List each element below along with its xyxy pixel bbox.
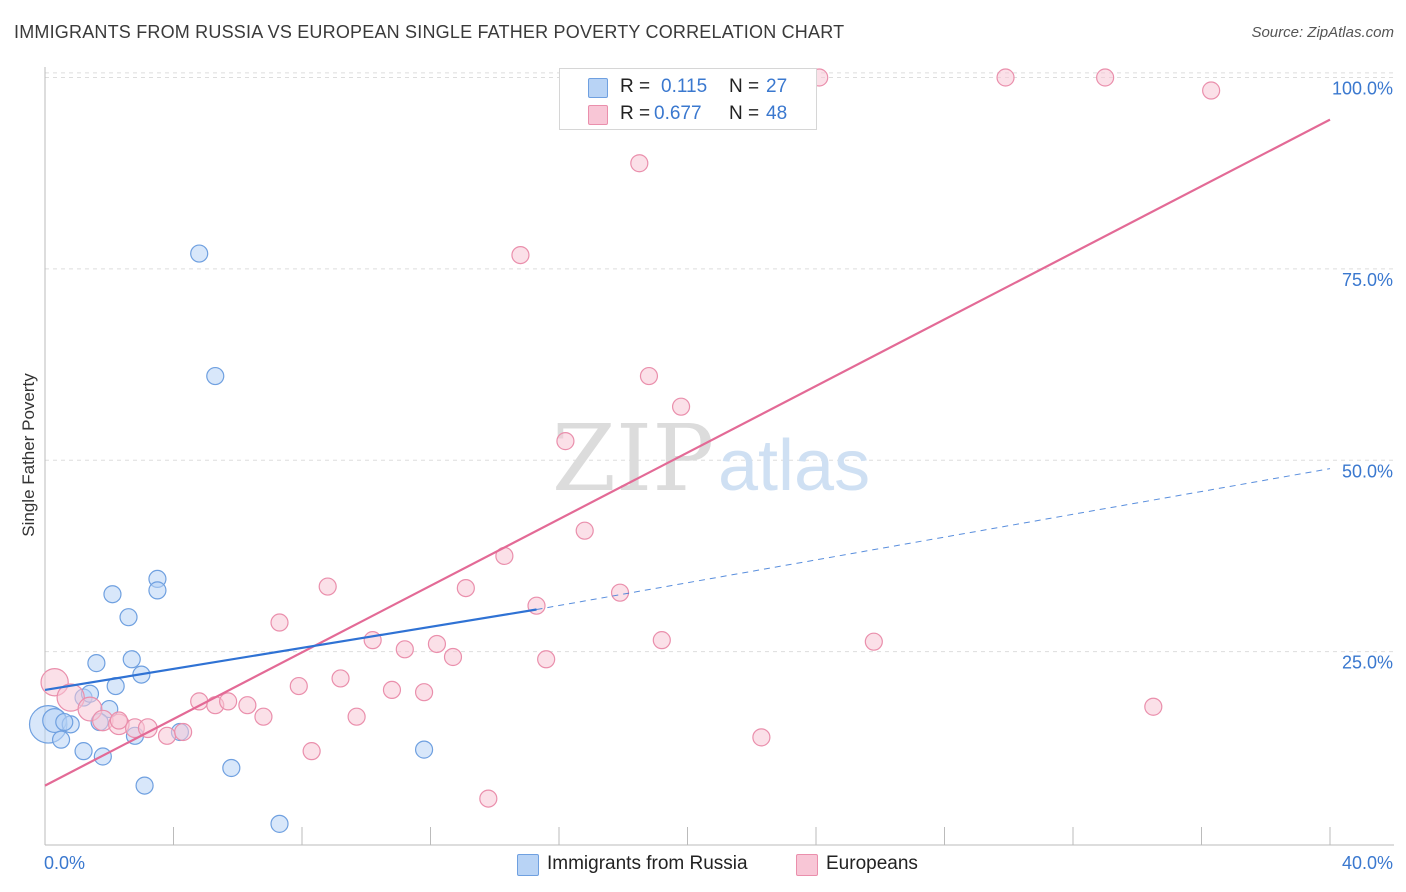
europeans-point [575, 521, 594, 540]
russia-point [135, 776, 154, 795]
russia-point [87, 654, 106, 673]
x-tick-label-min: 0.0% [44, 853, 85, 873]
legend-label-europeans: Europeans [826, 853, 918, 874]
trend-lines [44, 118, 1331, 787]
correlation-stats-box: R = 0.115 N = 27 R = 0.677 N = 48 [559, 68, 817, 130]
europeans-point [254, 707, 273, 726]
chart-legend: Immigrants from Russia Europeans [0, 852, 1406, 878]
russia-point [414, 740, 434, 759]
europeans-point [752, 728, 771, 747]
r-value-russia: 0.115 [661, 76, 708, 97]
europeans-point [443, 647, 463, 667]
europeans-point [479, 789, 498, 808]
r-label: R = [620, 103, 651, 124]
europeans-point [270, 613, 289, 632]
europeans-point [289, 676, 308, 696]
watermark-atlas: atlas [718, 426, 870, 506]
legend-swatch-blue [517, 854, 539, 876]
series-immigrants-from-russia [28, 244, 434, 833]
europeans-point [1144, 697, 1163, 716]
gridlines [45, 72, 1394, 653]
russia-point [103, 585, 122, 604]
russia-point [51, 730, 71, 749]
europeans-point [671, 397, 691, 416]
europeans-point [347, 707, 366, 726]
stats-row-europeans: R = 0.677 N = 48 [560, 101, 816, 127]
russia-point [119, 608, 138, 627]
europeans-point [318, 577, 337, 596]
europeans-point [1202, 81, 1221, 100]
europeans-point [109, 711, 128, 730]
y-axis-label: Single Father Poverty [19, 373, 38, 537]
legend-label-russia: Immigrants from Russia [547, 853, 748, 874]
europeans-trend-line [44, 118, 1331, 787]
x-tick-label-max: 40.0% [1342, 853, 1393, 873]
n-value-europeans: 48 [766, 103, 788, 124]
russia-point [122, 650, 141, 669]
europeans-point [157, 726, 177, 745]
series-europeans [40, 68, 1221, 808]
russia-trend-line [44, 608, 537, 691]
russia-point [222, 758, 241, 778]
pink-swatch [588, 105, 608, 125]
y-tick-label: 25.0% [1342, 653, 1393, 673]
europeans-point [174, 722, 193, 742]
europeans-point [1096, 68, 1115, 87]
europeans-point [363, 631, 382, 650]
europeans-point [610, 583, 630, 602]
europeans-point [996, 68, 1015, 87]
russia-point [55, 712, 74, 732]
legend-swatch-pink [796, 854, 818, 876]
europeans-point [527, 596, 546, 615]
russia-point [74, 742, 93, 761]
europeans-point [414, 683, 434, 702]
europeans-point [382, 680, 402, 700]
europeans-point [639, 366, 659, 386]
russia-trend-extension [536, 468, 1331, 611]
europeans-point [456, 578, 475, 598]
europeans-point [395, 640, 414, 659]
source-attribution: Source: ZipAtlas.com [1251, 24, 1394, 41]
n-value-russia: 27 [766, 76, 788, 97]
europeans-point [56, 683, 85, 712]
europeans-point [537, 650, 556, 669]
stats-row-russia: R = 0.115 N = 27 [560, 74, 816, 100]
axes [44, 67, 1394, 846]
blue-swatch [588, 78, 608, 98]
europeans-point [219, 692, 238, 711]
chart-title: IMMIGRANTS FROM RUSSIA VS EUROPEAN SINGL… [14, 22, 845, 42]
europeans-point [238, 696, 257, 715]
europeans-point [511, 245, 530, 265]
europeans-point [556, 432, 575, 451]
y-tick-label: 75.0% [1342, 270, 1393, 290]
watermark-zip: ZIP [552, 405, 714, 512]
europeans-point [630, 154, 649, 173]
y-tick-label: 100.0% [1332, 79, 1393, 99]
europeans-point [302, 742, 321, 761]
russia-point [206, 366, 225, 386]
x-tick-labels: 0.0% 40.0% [44, 853, 1393, 873]
r-value-europeans: 0.677 [654, 103, 702, 124]
y-tick-label: 50.0% [1342, 461, 1393, 481]
russia-point [270, 814, 289, 833]
europeans-point [427, 634, 447, 654]
russia-point [148, 581, 167, 600]
n-label: N = [729, 103, 760, 124]
europeans-point [652, 631, 671, 650]
europeans-point [864, 632, 883, 651]
y-tick-labels: 25.0% 50.0% 75.0% 100.0% [1332, 79, 1393, 673]
n-label: N = [729, 76, 760, 97]
r-label: R = [620, 76, 651, 97]
europeans-point [331, 669, 350, 688]
russia-point [190, 244, 209, 263]
